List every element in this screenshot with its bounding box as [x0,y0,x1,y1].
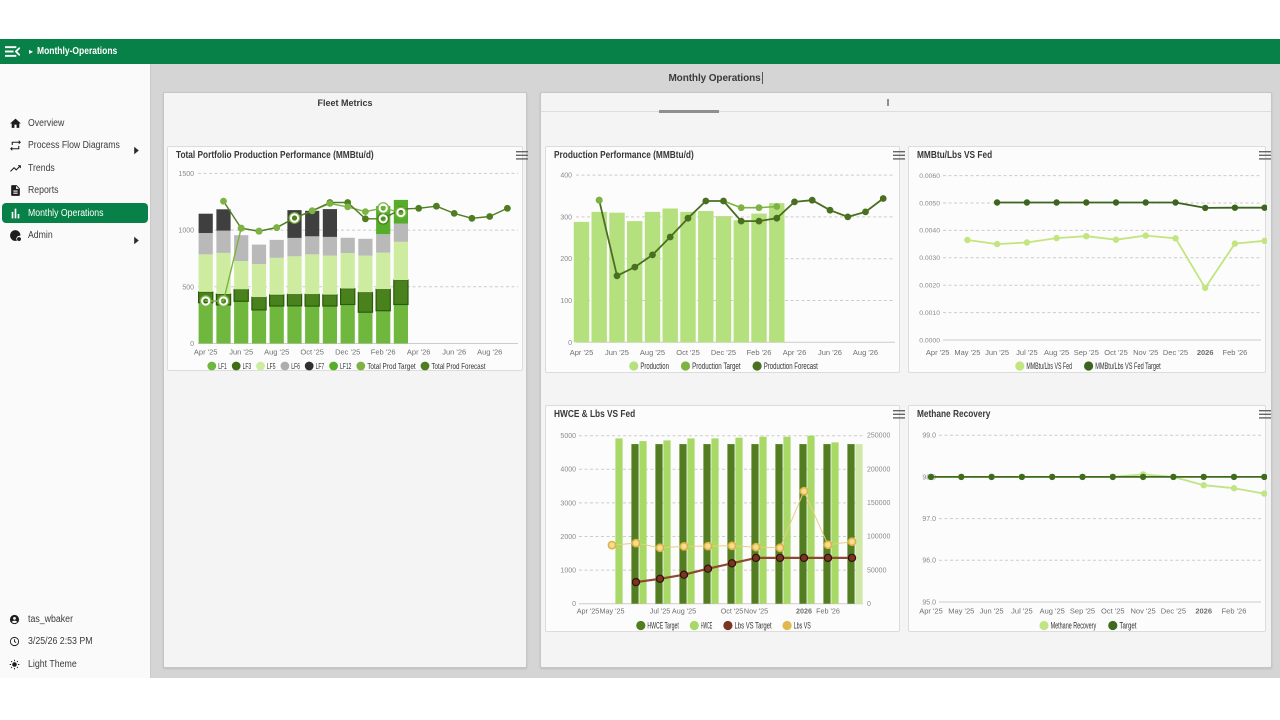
svg-text:Total Prod Forecast: Total Prod Forecast [431,361,486,371]
svg-text:1000: 1000 [178,228,194,235]
svg-text:Apr '25: Apr '25 [570,348,594,357]
svg-text:0: 0 [190,341,194,348]
svg-text:Jul '25: Jul '25 [1011,607,1032,616]
svg-text:LF1: LF1 [218,361,227,371]
svg-text:1000: 1000 [560,568,576,575]
svg-text:Aug '25: Aug '25 [672,607,696,616]
svg-text:0: 0 [572,601,576,608]
svg-text:MMBtu/Lbs VS Fed: MMBtu/Lbs VS Fed [1026,361,1072,371]
svg-text:Aug '25: Aug '25 [264,348,289,357]
svg-text:250000: 250000 [867,433,890,440]
svg-text:0.0000: 0.0000 [919,337,940,344]
svg-text:Aug '26: Aug '26 [477,348,502,357]
svg-text:2026: 2026 [796,607,812,616]
svg-text:200: 200 [560,256,572,263]
svg-text:Jun '25: Jun '25 [229,348,253,357]
svg-text:0.0030: 0.0030 [919,255,940,262]
svg-text:Nov '25: Nov '25 [1133,348,1158,357]
svg-text:97.0: 97.0 [922,516,936,523]
svg-text:Jul '25: Jul '25 [1016,348,1037,357]
svg-text:Dec '25: Dec '25 [711,348,736,357]
svg-text:Oct '25: Oct '25 [676,348,700,357]
svg-text:3000: 3000 [560,500,576,507]
svg-text:99.0: 99.0 [922,433,936,440]
svg-text:May '25: May '25 [600,607,625,616]
svg-text:0.0020: 0.0020 [919,283,940,290]
svg-text:0.0040: 0.0040 [919,228,940,235]
svg-text:50000: 50000 [867,567,887,574]
svg-text:100000: 100000 [867,534,890,541]
svg-text:Production Forecast: Production Forecast [764,361,818,371]
svg-text:Feb '26: Feb '26 [1222,607,1247,616]
svg-text:Aug '26: Aug '26 [853,348,878,357]
svg-text:LF3: LF3 [243,361,252,371]
svg-text:200000: 200000 [867,466,890,473]
svg-text:Aug '25: Aug '25 [640,348,665,357]
svg-text:4000: 4000 [560,467,576,474]
svg-text:2026: 2026 [1197,348,1214,357]
svg-text:Jun '26: Jun '26 [818,348,842,357]
svg-text:Total Prod Target: Total Prod Target [367,361,416,371]
svg-text:Oct '25: Oct '25 [300,348,324,357]
svg-text:Lbs VS Target: Lbs VS Target [735,621,772,631]
svg-text:LF6: LF6 [291,361,300,371]
svg-text:0: 0 [867,601,871,608]
svg-text:150000: 150000 [867,500,890,507]
svg-text:500: 500 [182,284,194,291]
svg-text:0.0050: 0.0050 [919,200,940,207]
svg-text:100: 100 [560,298,572,305]
svg-text:400: 400 [560,173,572,180]
svg-text:LF7: LF7 [316,361,325,371]
svg-text:96.0: 96.0 [922,558,936,565]
svg-text:Jun '25: Jun '25 [605,348,629,357]
svg-text:Dec '25: Dec '25 [1161,607,1186,616]
svg-text:0: 0 [568,340,572,347]
svg-text:Oct '25: Oct '25 [721,607,744,616]
svg-text:LF12: LF12 [340,361,352,371]
svg-text:Jun '25: Jun '25 [980,607,1004,616]
svg-text:Feb '26: Feb '26 [816,607,840,616]
svg-text:Apr '26: Apr '26 [783,348,807,357]
svg-text:Feb '26: Feb '26 [371,348,396,357]
svg-text:May '25: May '25 [954,348,980,357]
svg-text:Apr '25: Apr '25 [926,348,950,357]
svg-text:95.0: 95.0 [922,599,936,606]
svg-text:Nov '25: Nov '25 [1130,607,1155,616]
svg-text:Production Target: Production Target [692,361,741,371]
svg-text:Production: Production [640,361,669,371]
svg-text:Jun '26: Jun '26 [442,348,466,357]
svg-text:Aug '25: Aug '25 [1040,607,1065,616]
svg-text:Nov '25: Nov '25 [744,607,768,616]
svg-text:Lbs VS: Lbs VS [794,621,811,631]
svg-text:May '25: May '25 [948,607,974,616]
svg-text:2026: 2026 [1195,607,1212,616]
svg-text:0.0060: 0.0060 [919,173,940,180]
svg-text:Oct '25: Oct '25 [1104,348,1128,357]
svg-text:HWCE Target: HWCE Target [647,621,679,631]
svg-text:Feb '26: Feb '26 [1223,348,1248,357]
svg-text:Dec '25: Dec '25 [335,348,360,357]
svg-text:0.0010: 0.0010 [919,310,940,317]
svg-text:Apr '26: Apr '26 [407,348,431,357]
svg-text:HWCE: HWCE [701,621,712,631]
svg-text:Jul '25: Jul '25 [650,607,671,616]
svg-text:Apr '25: Apr '25 [194,348,218,357]
svg-text:300: 300 [560,214,572,221]
svg-text:Dec '25: Dec '25 [1163,348,1188,357]
svg-text:Apr '25: Apr '25 [577,607,600,616]
svg-text:Sep '25: Sep '25 [1070,607,1095,616]
svg-text:Apr '25: Apr '25 [919,607,943,616]
svg-text:5000: 5000 [560,433,576,440]
svg-text:Sep '25: Sep '25 [1074,348,1099,357]
svg-text:MMBtu/Lbs VS Fed Target: MMBtu/Lbs VS Fed Target [1095,361,1161,371]
svg-text:Oct '25: Oct '25 [1101,607,1125,616]
svg-text:Methane Recovery: Methane Recovery [1051,621,1097,631]
svg-text:Jun '25: Jun '25 [985,348,1009,357]
svg-text:2000: 2000 [560,534,576,541]
svg-text:Aug '25: Aug '25 [1044,348,1069,357]
svg-text:Target: Target [1119,621,1136,631]
svg-text:1500: 1500 [178,171,194,178]
svg-text:LF5: LF5 [267,361,276,371]
svg-text:Feb '26: Feb '26 [747,348,772,357]
